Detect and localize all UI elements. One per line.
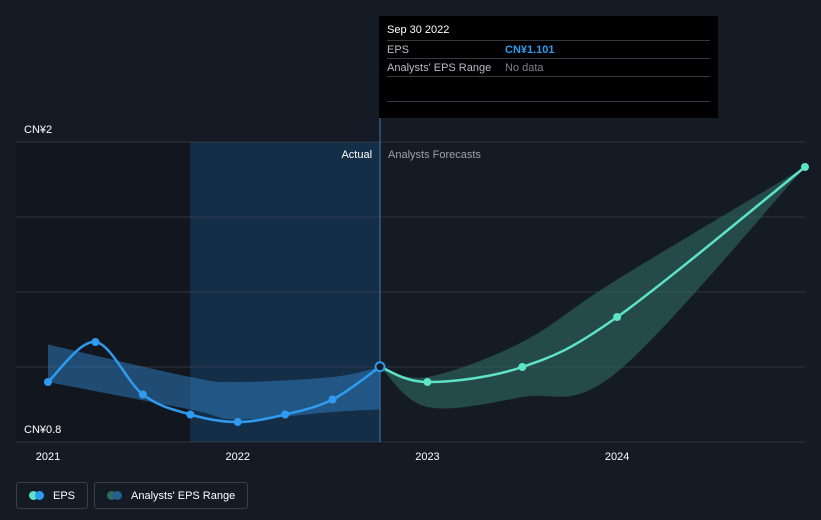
forecast-range-band [380,167,805,409]
eps-legend-icon [29,491,45,500]
eps-point-4 [233,418,242,426]
x-tick-label-2022: 2022 [225,451,249,463]
tooltip-spacer [387,77,710,102]
legend-label-eps: EPS [53,489,76,502]
x-axis-labels: 2021 2022 2023 2024 [36,451,630,463]
range-legend-icon [107,491,123,500]
actual-label: Actual [341,149,372,161]
legend-item-eps[interactable]: EPS [16,482,89,509]
eps-point-6 [328,395,337,404]
y-axis-labels: CN¥2 CN¥0.8 [24,124,61,436]
tooltip-eps-key: EPS [387,43,410,56]
forecast-point-2 [518,363,527,371]
tooltip-row-eps: EPS CN¥1.101 [387,41,710,59]
x-tick-label-2024: 2024 [605,451,629,463]
y-tick-label-top: CN¥2 [24,124,52,136]
legend-label-range: Analysts' EPS Range [131,489,236,502]
data-points [44,163,809,426]
y-tick-label-bottom: CN¥0.8 [24,424,61,436]
tooltip-row-range: Analysts' EPS Range No data [387,59,710,77]
tooltip-date: Sep 30 2022 [387,24,710,41]
forecast-point-4 [801,163,809,171]
tooltip-range-key: Analysts' EPS Range [387,61,492,74]
hover-tooltip: Sep 30 2022 EPS CN¥1.101 Analysts' EPS R… [379,16,718,118]
x-tick-label-2023: 2023 [415,451,439,463]
tooltip-range-value: No data [505,61,544,74]
eps-range-band [48,344,381,420]
eps-point-5 [281,410,290,419]
forecast-label: Analysts Forecasts [388,149,481,161]
legend-item-range[interactable]: Analysts' EPS Range [94,482,249,509]
eps-point-0 [44,378,52,386]
legend: EPS Analysts' EPS Range [16,482,249,509]
eps-point-7 [374,361,386,373]
forecast-point-1 [423,378,432,386]
x-tick-label-2021: 2021 [36,451,60,463]
forecast-point-3 [613,313,622,321]
eps-point-1 [91,338,100,346]
tooltip-eps-value: CN¥1.101 [505,43,555,56]
eps-point-2 [138,390,147,399]
eps-point-3 [186,410,195,419]
